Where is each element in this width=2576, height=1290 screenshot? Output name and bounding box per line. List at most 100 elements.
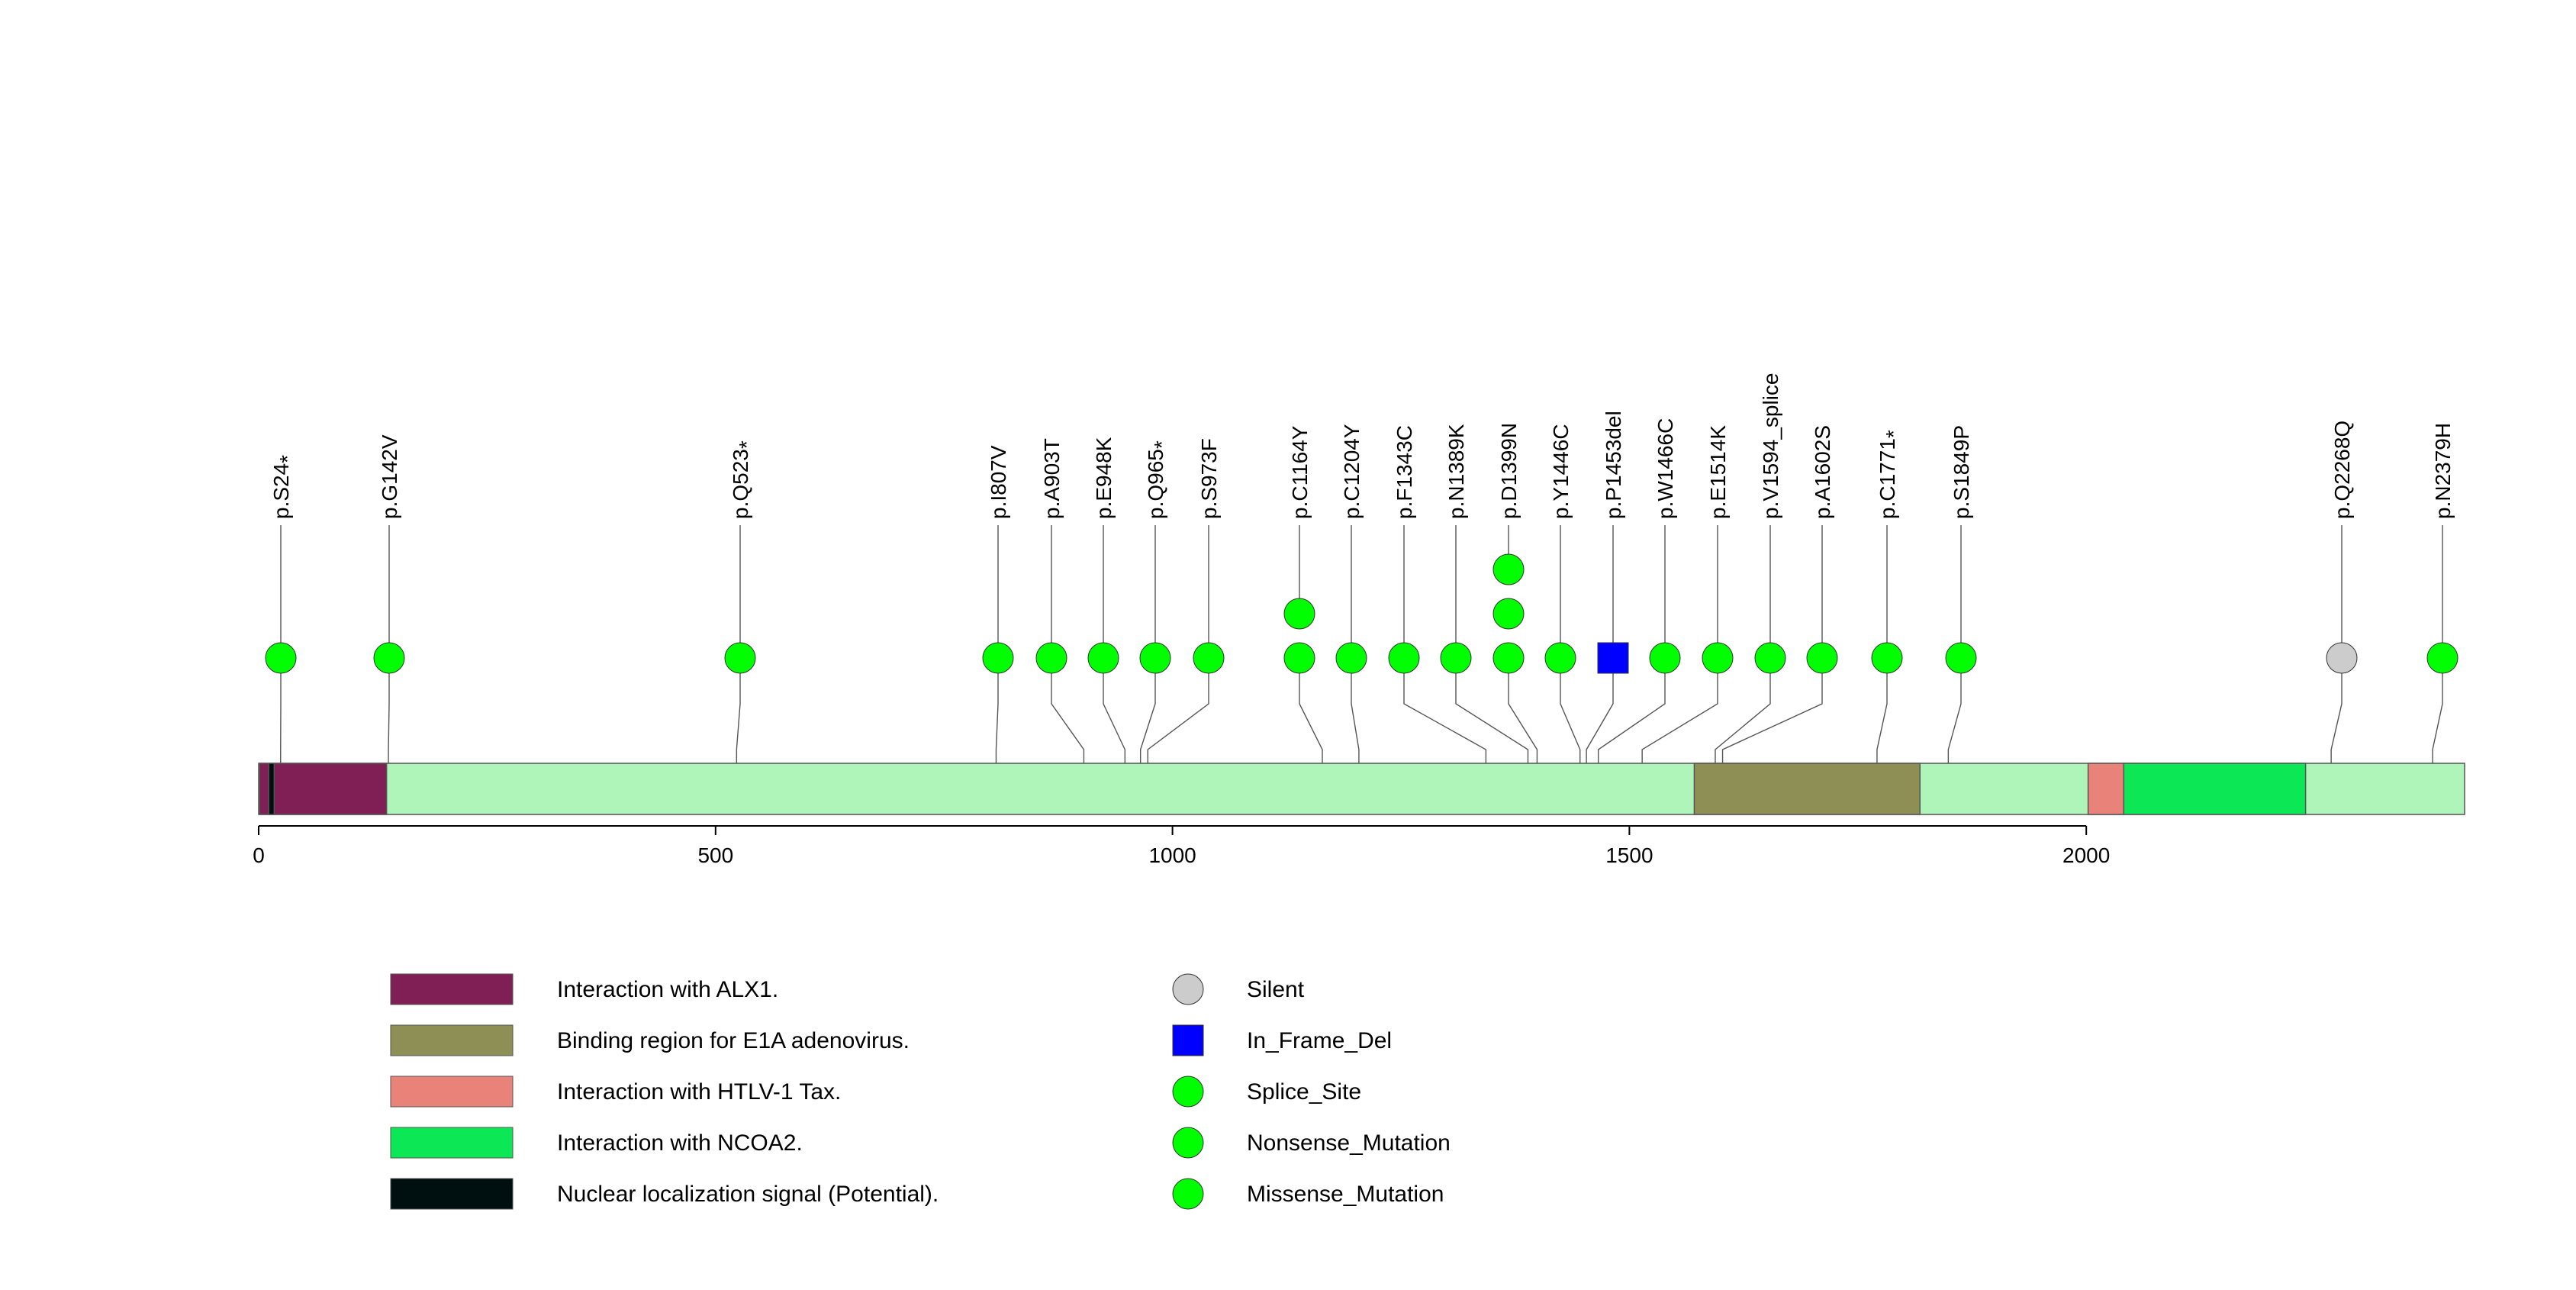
legend-mutation-label: Missense_Mutation	[1247, 1182, 1444, 1207]
legend-domain-label: Interaction with HTLV-1 Tax.	[557, 1079, 841, 1105]
mutation-marker-circle	[1945, 642, 1977, 674]
mutation-marker-circle	[1139, 642, 1171, 674]
mutation-marker-circle	[1492, 598, 1525, 630]
legend-mutation-label: Silent	[1247, 977, 1305, 1002]
legend-domain-label: Nuclear localization signal (Potential).	[557, 1182, 939, 1207]
mutation-label-text: p.D1399N	[1497, 423, 1521, 519]
legend: Interaction with ALX1. Binding region for…	[390, 973, 1451, 1210]
mutation-label-text: p.C1164Y	[1288, 425, 1312, 519]
mutation-label: p.P1453del	[1602, 411, 1625, 519]
axis-tick-label: 0	[253, 843, 265, 867]
mutation-label-text: p.N2379H	[2431, 423, 2455, 519]
mutation-label-text: p.P1453del	[1602, 411, 1625, 519]
mutation-label: p.Q965*	[1144, 440, 1174, 519]
mutation-label: p.S24*	[269, 455, 299, 519]
mutation-label-text: p.Y1446C	[1549, 424, 1573, 519]
mutation-label-text: p.V1594_splice	[1759, 373, 1782, 519]
mutation-label-text: p.C1204Y	[1340, 424, 1364, 519]
legend-mutation-circle-icon	[1172, 973, 1204, 1005]
mutation-label-text: p.A1602S	[1811, 425, 1834, 519]
mutation-marker-circle	[1492, 642, 1525, 674]
legend-domain-label: Binding region for E1A adenovirus.	[557, 1028, 910, 1053]
mutation-label: p.I807V	[987, 445, 1010, 519]
mutation-label: p.Y1446C	[1549, 424, 1573, 519]
mutation-marker-circle	[724, 642, 756, 674]
legend-mutation-circle-icon	[1172, 1127, 1204, 1159]
nonsense-star-icon: *	[1882, 430, 1905, 438]
legend-domain-swatch	[390, 1024, 514, 1056]
axis-tick-label: 1500	[1605, 843, 1653, 867]
mutation-marker-circle	[1193, 642, 1225, 674]
mutation-label: p.N2379H	[2431, 423, 2455, 519]
axis-tick-label: 1000	[1148, 843, 1196, 867]
mutation-label: p.V1594_splice	[1759, 373, 1782, 519]
legend-domain-label: Interaction with ALX1.	[557, 977, 778, 1002]
axis-tick-label: 500	[697, 843, 733, 867]
mutation-label-text: p.E948K	[1092, 437, 1116, 519]
mutation-label: p.C1771*	[1876, 430, 1905, 519]
mutation-marker-circle	[265, 642, 297, 674]
domain-3	[2087, 763, 2125, 815]
legend-mutation-circle-icon	[1172, 1076, 1204, 1108]
mutation-label: p.W1466C	[1653, 418, 1677, 519]
nonsense-star-icon: *	[1150, 440, 1174, 449]
mutation-marker-circle	[1283, 598, 1315, 630]
mutation-label: p.S1849P	[1950, 425, 1973, 519]
domain-2	[1693, 763, 1921, 815]
mutation-label-text: p.Q965	[1144, 449, 1167, 519]
mutation-markers	[265, 553, 2458, 674]
domain-4	[2123, 763, 2307, 815]
protein-track	[258, 763, 2465, 815]
legend-domain-swatch	[390, 1127, 514, 1159]
mutation-label-text: p.N1389K	[1444, 424, 1468, 519]
mutation-label: p.E1514K	[1706, 425, 1730, 519]
nonsense-star-icon: *	[275, 455, 299, 463]
mutation-label: p.S973F	[1197, 438, 1221, 519]
mutation-label-text: p.G142V	[378, 434, 401, 519]
legend-mutation-label: Nonsense_Mutation	[1247, 1130, 1451, 1156]
mutation-marker-circle	[1754, 642, 1786, 674]
axis-tick-label: 2000	[2062, 843, 2110, 867]
mutation-label-text: p.E1514K	[1706, 425, 1730, 519]
mutation-label: p.E948K	[1092, 437, 1116, 519]
legend-mutation-square-icon	[1172, 1024, 1204, 1056]
mutation-marker-circle	[2426, 642, 2458, 674]
legend-mutation-label: Splice_Site	[1247, 1079, 1361, 1105]
legend-domain-swatch	[390, 973, 514, 1005]
mutation-marker-circle	[1544, 642, 1576, 674]
mutation-label-text: p.S973F	[1197, 438, 1221, 519]
mutation-label: p.D1399N	[1497, 423, 1521, 519]
mutation-marker-circle	[1388, 642, 1420, 674]
mutation-marker-circle	[1649, 642, 1681, 674]
legend-mutation-circle-icon	[1172, 1178, 1204, 1210]
mutation-marker-circle	[1871, 642, 1903, 674]
mutation-marker-circle	[1492, 553, 1525, 585]
mutation-label: p.A903T	[1040, 438, 1064, 519]
mutation-stems	[280, 525, 2443, 643]
mutation-label-text: p.A903T	[1040, 438, 1064, 519]
mutation-label-text: p.S24	[269, 463, 293, 519]
mutation-label-text: p.S1849P	[1950, 425, 1973, 519]
x-axis: 0 500 1000 1500 2000	[253, 825, 2110, 867]
mutation-label: p.F1343C	[1393, 425, 1416, 519]
legend-domain-label: Interaction with NCOA2.	[557, 1130, 803, 1156]
mutation-label: p.N1389K	[1444, 424, 1468, 519]
mutation-label: p.A1602S	[1811, 425, 1834, 519]
legend-domain-swatch	[390, 1178, 514, 1210]
mutation-marker-circle	[373, 642, 405, 674]
mutation-label: p.Q2268Q	[2330, 421, 2354, 519]
mutation-marker-square	[1597, 642, 1629, 674]
legend-mutation-label: In_Frame_Del	[1247, 1028, 1392, 1053]
mutation-marker-circle	[982, 642, 1014, 674]
mutation-marker-circle	[2326, 642, 2358, 674]
domain-0	[259, 763, 388, 815]
mutation-marker-circle	[1283, 642, 1315, 674]
mutation-label-text: p.Q523	[729, 449, 752, 519]
mutation-label-text: p.F1343C	[1393, 425, 1416, 519]
mutation-label-text: p.Q2268Q	[2330, 421, 2354, 519]
mutation-label-text: p.C1771	[1876, 438, 1899, 519]
mutation-label: p.G142V	[378, 434, 401, 519]
mutation-marker-circle	[1806, 642, 1838, 674]
mutation-label-text: p.W1466C	[1653, 418, 1677, 519]
